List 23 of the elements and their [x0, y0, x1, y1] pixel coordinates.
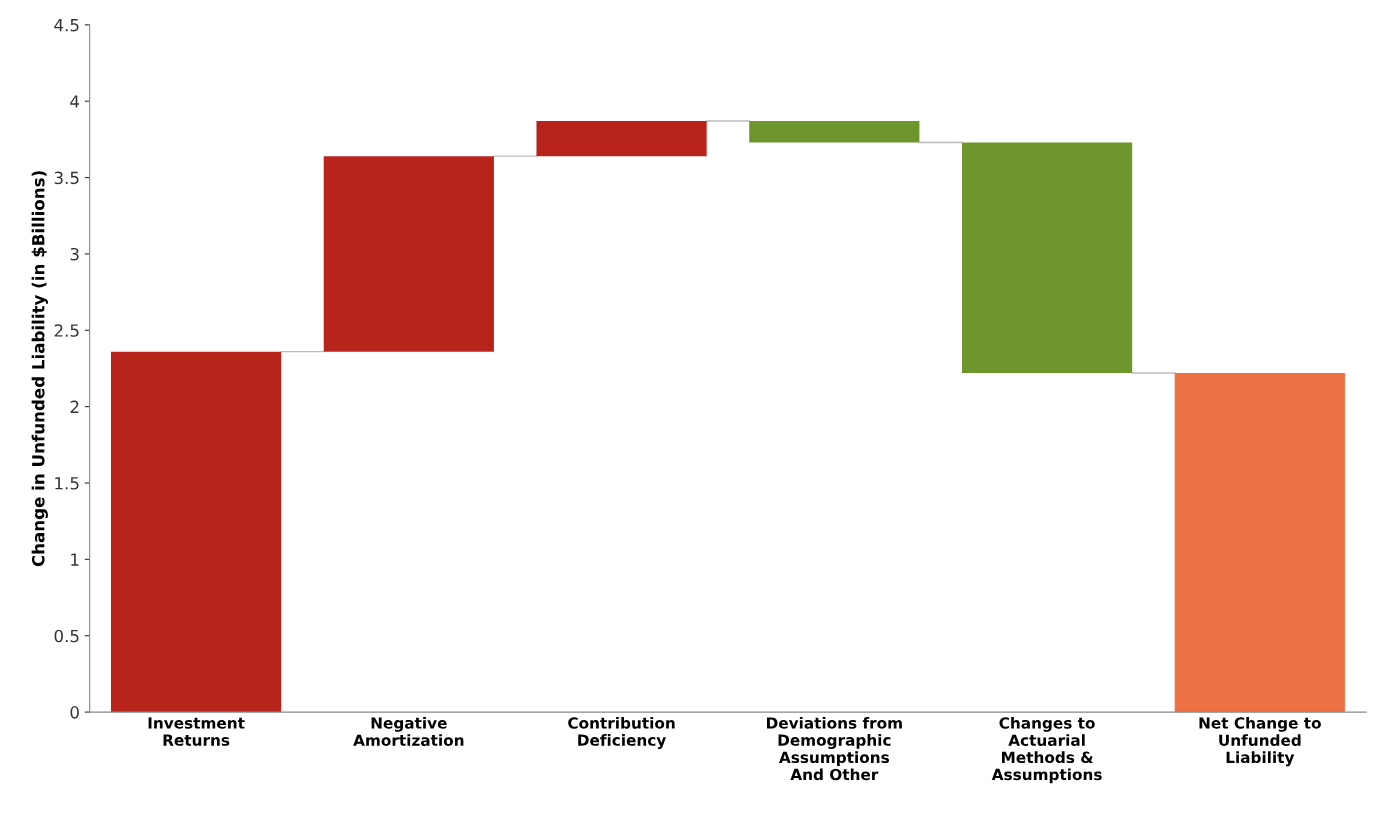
y-tick-label: 0.5: [54, 629, 79, 643]
y-tick-label: 1: [71, 553, 79, 566]
y-tick-label: 2.5: [54, 324, 79, 337]
y-tick-label: 3.5: [54, 171, 79, 185]
x-tick-label: Net Change to Unfunded Liability: [1199, 716, 1321, 767]
bar: [749, 121, 920, 143]
y-tick-label: 0: [70, 706, 79, 719]
y-tick-label: 3: [70, 247, 79, 261]
bar: [536, 121, 707, 157]
bar: [323, 156, 494, 352]
y-tick-label: 1.5: [55, 477, 79, 490]
x-tick-label: Contribution Deficiency: [568, 716, 675, 749]
bar: [961, 142, 1133, 374]
x-tick-label: Changes to Actuarial Methods & Assumptions: [991, 716, 1102, 784]
y-tick-label: 2: [70, 400, 79, 413]
x-tick-label: Investment Returns: [148, 717, 245, 746]
y-tick-label: 4: [70, 95, 80, 108]
y-tick-label: 4.5: [54, 19, 79, 32]
bar: [110, 351, 282, 713]
x-tick-label: Negative Amortization: [353, 716, 464, 746]
bar: [1174, 373, 1345, 713]
y-axis-title: Change in Unfunded Liability (in $Billions): [31, 171, 48, 567]
x-tick-label: Deviations from Demographic Assumptions And Other: [766, 716, 902, 781]
